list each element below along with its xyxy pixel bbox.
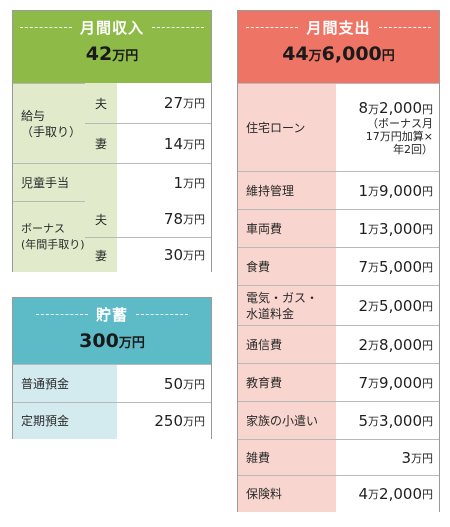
salary-husband-label: 夫 [85,83,117,123]
food-value: 7 万 5,000 円 [336,248,439,285]
bonus-wife-label: 妻 [85,238,117,272]
savings-fixed-value: 250 万円 [117,403,211,439]
expense-row: 雑費 3 万円 [238,439,439,475]
savings-panel: 貯蓄 300万円 普通預金 50 万円 定期預金 250 万円 [12,297,212,439]
savings-ordinary-value: 50 万円 [117,365,211,402]
savings-fixed-label: 定期預金 [13,403,117,439]
bonus-wife-row: 妻 30 万円 [85,237,211,272]
expenses-total: 44万6,000円 [282,43,395,65]
child-allowance-value: 1 万円 [117,164,211,201]
savings-row: 普通預金 50 万円 [13,364,211,402]
vehicle-value: 1 万 3,000 円 [336,210,439,247]
savings-title: 貯蓄 [95,305,128,324]
bonus-group: ボーナス (年間手取り) [13,201,211,272]
expense-row: 車両費 1 万 3,000 円 [238,209,439,247]
expenses-title: 月間支出 [306,18,371,37]
education-value: 7 万 9,000 円 [336,364,439,401]
bonus-husband-row: 夫 78 万円 [85,201,211,237]
expenses-panel: 月間支出 44万6,000円 住宅ローン 8万2,000円 （ボーナス月 17万… [237,10,440,512]
salary-wife-label: 妻 [85,124,117,163]
communication-value: 2 万 8,000 円 [336,326,439,363]
misc-value: 3 万円 [336,440,439,475]
salary-wife-value: 14 万円 [117,124,211,163]
salary-group: 給与 （手取り） [13,83,211,163]
vehicle-label: 車両費 [238,210,336,247]
child-allowance-label: 児童手当 [13,164,117,201]
education-label: 教育費 [238,364,336,401]
misc-label: 雑費 [238,440,336,475]
savings-row: 定期預金 250 万円 [13,402,211,439]
income-header: 月間収入 42万円 [13,11,211,83]
food-label: 食費 [238,248,336,285]
bonus-husband-label: 夫 [85,201,117,237]
utilities-label: 電気・ガス・ 水道料金 [238,286,336,325]
savings-total: 300万円 [79,330,145,352]
housing-loan-note-3: 年2回） [393,143,433,156]
maintenance-label: 維持管理 [238,172,336,209]
expense-row: 維持管理 1 万 9,000 円 [238,171,439,209]
expense-row: 通信費 2 万 8,000 円 [238,325,439,363]
expense-row: 電気・ガス・ 水道料金 2 万 5,000 円 [238,285,439,325]
salary-husband-row: 夫 27 万円 [85,83,211,123]
bonus-husband-value: 78 万円 [117,201,211,237]
salary-wife-row: 妻 14 万円 [85,123,211,163]
expense-row: 食費 7 万 5,000 円 [238,247,439,285]
bonus-wife-value: 30 万円 [117,238,211,272]
housing-loan-value: 8万2,000円 （ボーナス月 17万円加算× 年2回） [336,84,439,171]
expense-row: 教育費 7 万 9,000 円 [238,363,439,401]
child-allowance-row: 児童手当 1 万円 [13,163,211,201]
maintenance-value: 1 万 9,000 円 [336,172,439,209]
utilities-value: 2 万 5,000 円 [336,286,439,325]
communication-label: 通信費 [238,326,336,363]
housing-loan-label: 住宅ローン [238,84,336,171]
income-title: 月間収入 [79,18,144,37]
savings-ordinary-label: 普通預金 [13,365,117,402]
housing-loan-note-1: （ボーナス月 [367,117,433,130]
housing-loan-row: 住宅ローン 8万2,000円 （ボーナス月 17万円加算× 年2回） [238,83,439,171]
expenses-header: 月間支出 44万6,000円 [238,11,439,83]
expense-row: 家族の小遣い 5 万 3,000 円 [238,401,439,439]
insurance-label: 保険料 [238,476,336,512]
income-total: 42万円 [85,43,139,65]
savings-header: 貯蓄 300万円 [13,298,211,364]
expense-row: 保険料 4 万 2,000 円 [238,475,439,512]
bonus-label: ボーナス (年間手取り) [13,202,85,272]
allowance-label: 家族の小遣い [238,402,336,439]
allowance-value: 5 万 3,000 円 [336,402,439,439]
insurance-value: 4 万 2,000 円 [336,476,439,512]
salary-husband-value: 27 万円 [117,83,211,123]
salary-label: 給与 （手取り） [13,84,85,163]
housing-loan-note-2: 17万円加算× [365,130,433,143]
